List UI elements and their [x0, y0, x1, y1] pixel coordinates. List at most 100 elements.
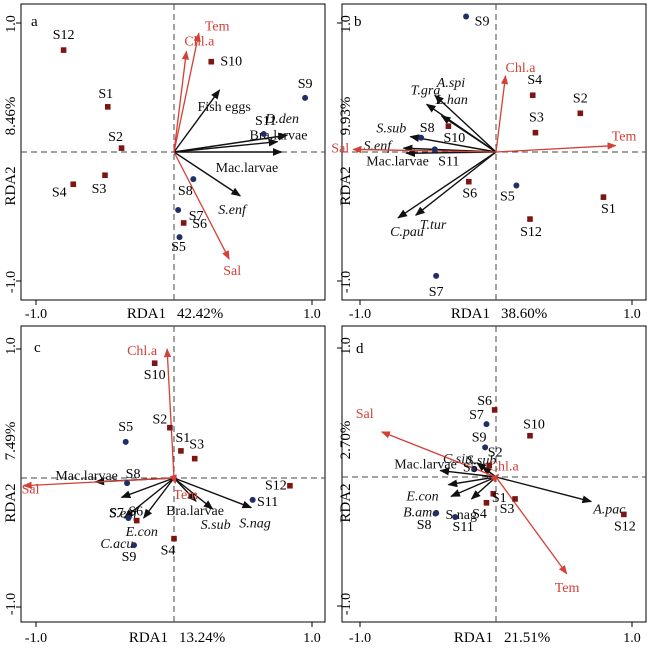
env-arrow-chl-a — [490, 473, 500, 483]
site-label-s7: S7 — [469, 408, 484, 423]
site-label-s8: S8 — [417, 518, 432, 533]
site-label-s9: S9 — [475, 15, 490, 30]
y-tick-max: 1.0 — [4, 15, 19, 33]
site-label-s3: S3 — [500, 502, 515, 517]
species-arrow-bra-larvae — [173, 477, 197, 502]
x-axis-percent: 42.42% — [177, 306, 223, 322]
y-axis-percent: 7.49% — [3, 422, 19, 461]
site-label-s5: S5 — [171, 240, 186, 255]
site-point-s12 — [621, 511, 627, 518]
env-arrow-label-sal: Sal — [356, 407, 374, 422]
site-point-s3 — [512, 496, 518, 502]
site-label-s12: S12 — [614, 519, 636, 534]
env-arrow-label-tem: Tem — [555, 581, 580, 596]
species-arrow-label-t-tur: T.tur — [420, 218, 447, 233]
species-arrow-label-e-con: E.con — [405, 490, 438, 505]
y-axis-label: RDA2 — [3, 483, 19, 522]
species-arrow-label-e-con: E.con — [125, 525, 158, 540]
y-tick-max: 1.0 — [339, 337, 354, 355]
env-arrow-tem — [173, 32, 201, 153]
species-arrow-s-sub — [409, 134, 497, 153]
arrow-layer: Fish eggs D.den Bra.larvae Mac.larvae S.enf T… — [173, 19, 308, 279]
site-label-s4: S4 — [52, 185, 67, 200]
species-arrow-label-a-spi: A.spi — [436, 76, 466, 91]
site-label-s11: S11 — [438, 154, 459, 169]
site-point-s12 — [287, 482, 293, 489]
panel-letter: d — [356, 341, 364, 357]
y-axis-label: RDA2 — [338, 483, 354, 522]
env-arrow-tem — [495, 142, 617, 153]
site-point-s3 — [191, 455, 198, 462]
env-arrow-label-tem: Tem — [173, 488, 198, 503]
species-arrow-c-acu — [123, 477, 175, 519]
species-arrow-e-con — [447, 476, 497, 488]
site-label-s3: S3 — [92, 182, 107, 197]
y-tick-min: -1.0 — [339, 271, 354, 293]
site-label-s12: S12 — [520, 225, 542, 240]
species-arrow-label-bra-larvae: Bra.larvae — [250, 129, 308, 144]
site-point-s6 — [491, 407, 498, 413]
site-point-s6 — [133, 517, 140, 524]
env-arrow-sal — [352, 145, 497, 154]
site-point-s10 — [445, 123, 452, 129]
site-point-s3 — [102, 172, 108, 179]
site-point-s4 — [171, 535, 177, 542]
y-axis-label: RDA2 — [3, 166, 19, 205]
site-point-s10 — [208, 58, 215, 65]
env-arrow-tem — [495, 476, 568, 575]
species-arrow-label-mac-larvae: Mac.larvae — [55, 469, 118, 484]
species-arrow-label-s-enf: S.enf — [218, 203, 248, 218]
site-label-s1: S1 — [176, 431, 191, 446]
x-axis-label: RDA1 — [127, 306, 166, 322]
species-arrow-label-mac-larvae: Mac.larvae — [216, 161, 279, 176]
env-arrow-label-chl-a: Chl.a — [506, 61, 537, 76]
site-label-s7: S7 — [109, 506, 124, 521]
site-label-s1: S1 — [492, 491, 507, 506]
species-arrow-label-c-pau: C.pau — [390, 225, 424, 240]
site-point-s5 — [513, 182, 520, 189]
env-arrow-chl-a — [495, 74, 509, 153]
site-label-s9: S9 — [298, 77, 313, 92]
site-point-s2 — [577, 110, 584, 117]
site-point-s10 — [151, 360, 158, 366]
panel-b: b -1.0 1.0 1.0 -1.0 RDA1 38.60% RDA2 9.9… — [331, 3, 647, 322]
site-label-s5: S5 — [118, 420, 133, 435]
species-arrow-label-mac-larvae: Mac.larvae — [394, 458, 457, 473]
site-point-s11 — [249, 496, 256, 503]
site-label-s8: S8 — [126, 467, 141, 482]
site-point-s8 — [418, 134, 425, 141]
env-arrow-label-sal: Sal — [223, 264, 241, 279]
species-arrow-d-den — [173, 132, 289, 153]
site-point-s1 — [490, 490, 497, 497]
site-point-s9 — [130, 542, 137, 549]
site-point-s12 — [60, 47, 67, 53]
species-arrow-label-s-sub: S.sub — [201, 518, 231, 533]
site-point-s11 — [452, 513, 459, 520]
site-point-s2 — [167, 424, 173, 431]
site-label-s5: S5 — [500, 190, 515, 205]
env-arrow-label-tem: Tem — [205, 19, 230, 34]
panel-d: d -1.0 1.0 1.0 -1.0 RDA1 21.51% RDA2 2.7… — [337, 325, 647, 646]
site-point-s7 — [175, 207, 182, 214]
site-point-s1 — [600, 194, 607, 200]
site-point-s9 — [463, 13, 470, 20]
site-point-s5 — [122, 438, 129, 445]
site-label-s6: S6 — [462, 187, 477, 202]
y-axis-label: RDA2 — [338, 166, 354, 205]
site-label-s12: S12 — [53, 28, 75, 43]
x-axis-percent: 38.60% — [501, 306, 547, 322]
species-arrow-label-b-amo: B.amo — [403, 505, 439, 520]
site-point-s1 — [178, 448, 184, 454]
species-arrow-t-tur — [414, 151, 497, 216]
y-tick-max: 1.0 — [4, 337, 19, 355]
site-point-s7 — [483, 421, 490, 428]
x-axis-percent: 21.51% — [504, 630, 550, 646]
site-label-s7: S7 — [189, 209, 204, 224]
plot-frame — [20, 325, 326, 623]
species-arrow-label-mac-larvae: Mac.larvae — [366, 154, 429, 169]
